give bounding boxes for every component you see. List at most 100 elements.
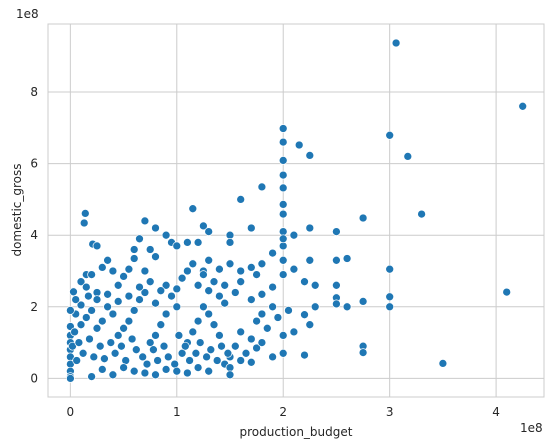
- data-point: [236, 327, 246, 337]
- data-point: [278, 209, 288, 219]
- data-point: [246, 357, 256, 367]
- data-point: [391, 38, 401, 48]
- data-point: [138, 352, 148, 362]
- x-tick-labels: 0 1 2 3 4: [67, 405, 500, 419]
- data-point: [289, 230, 299, 240]
- data-point: [119, 323, 128, 333]
- data-point: [113, 297, 123, 306]
- data-point: [129, 245, 139, 254]
- data-point: [518, 101, 528, 111]
- data-point: [310, 302, 320, 312]
- data-point: [85, 334, 94, 344]
- data-point: [332, 299, 341, 309]
- data-point: [305, 320, 315, 330]
- data-point: [183, 368, 192, 378]
- x-tick-label: 4: [492, 405, 500, 419]
- data-point: [225, 370, 235, 380]
- data-point: [278, 200, 288, 209]
- data-point: [129, 254, 139, 263]
- data-point: [110, 348, 120, 358]
- data-point: [84, 291, 93, 301]
- data-point: [278, 270, 288, 279]
- data-point: [246, 263, 256, 272]
- data-point: [66, 374, 75, 383]
- data-point: [199, 221, 208, 231]
- data-point: [151, 370, 160, 380]
- data-point: [142, 359, 152, 369]
- data-point: [204, 286, 214, 296]
- data-point: [278, 183, 288, 193]
- data-point: [124, 316, 134, 326]
- data-point: [278, 255, 288, 265]
- data-point: [225, 238, 235, 247]
- data-point: [97, 316, 107, 326]
- data-point: [278, 170, 288, 180]
- data-point: [193, 280, 203, 290]
- data-point: [145, 245, 155, 254]
- data-point: [131, 345, 141, 355]
- data-point: [284, 306, 293, 315]
- data-point: [161, 365, 171, 374]
- x-tick-label: 0: [67, 405, 75, 419]
- data-point: [89, 352, 99, 362]
- data-points: [66, 38, 528, 383]
- data-point: [268, 248, 277, 258]
- data-point: [145, 277, 155, 287]
- data-point: [113, 280, 123, 290]
- data-point: [74, 338, 84, 347]
- data-point: [305, 223, 315, 233]
- y-tick-label: 0: [30, 371, 38, 385]
- data-point: [278, 137, 288, 147]
- data-point: [103, 255, 112, 265]
- data-point: [129, 366, 139, 376]
- data-point: [305, 151, 315, 160]
- data-point: [257, 182, 267, 192]
- data-point: [87, 270, 96, 279]
- data-point: [215, 291, 224, 301]
- data-point: [121, 356, 131, 365]
- data-point: [172, 366, 182, 376]
- x-axis-label: production_budget: [240, 425, 353, 439]
- data-point: [103, 302, 112, 312]
- data-point: [300, 310, 309, 320]
- data-point: [278, 331, 288, 340]
- data-point: [305, 255, 315, 265]
- data-point: [151, 252, 160, 262]
- data-point: [204, 366, 214, 376]
- data-point: [108, 370, 118, 380]
- data-point: [140, 288, 150, 297]
- data-point: [206, 345, 216, 355]
- data-point: [502, 287, 512, 297]
- data-point: [76, 320, 86, 330]
- data-point: [300, 350, 309, 360]
- y-tick-label: 4: [30, 228, 38, 242]
- y-tick-label: 8: [30, 85, 38, 99]
- data-point: [217, 341, 226, 351]
- data-point: [72, 356, 82, 365]
- data-point: [241, 348, 251, 358]
- data-point: [172, 302, 182, 312]
- data-point: [209, 277, 219, 287]
- data-point: [212, 356, 222, 365]
- data-point: [252, 316, 261, 326]
- data-point: [252, 343, 261, 353]
- data-point: [69, 287, 78, 297]
- data-point: [215, 264, 224, 274]
- y-tick-label: 6: [30, 157, 38, 171]
- data-point: [278, 227, 288, 236]
- data-point: [180, 341, 190, 351]
- data-point: [119, 363, 128, 372]
- data-point: [172, 284, 182, 294]
- data-point: [97, 263, 107, 272]
- data-point: [156, 320, 166, 330]
- x-exponent-label: 1e8: [520, 421, 543, 435]
- y-tick-label: 2: [30, 300, 38, 314]
- data-point: [161, 280, 171, 290]
- data-point: [252, 270, 261, 279]
- data-point: [87, 306, 96, 315]
- data-point: [209, 320, 219, 330]
- data-point: [438, 359, 448, 368]
- data-point: [92, 323, 102, 333]
- data-point: [236, 356, 246, 365]
